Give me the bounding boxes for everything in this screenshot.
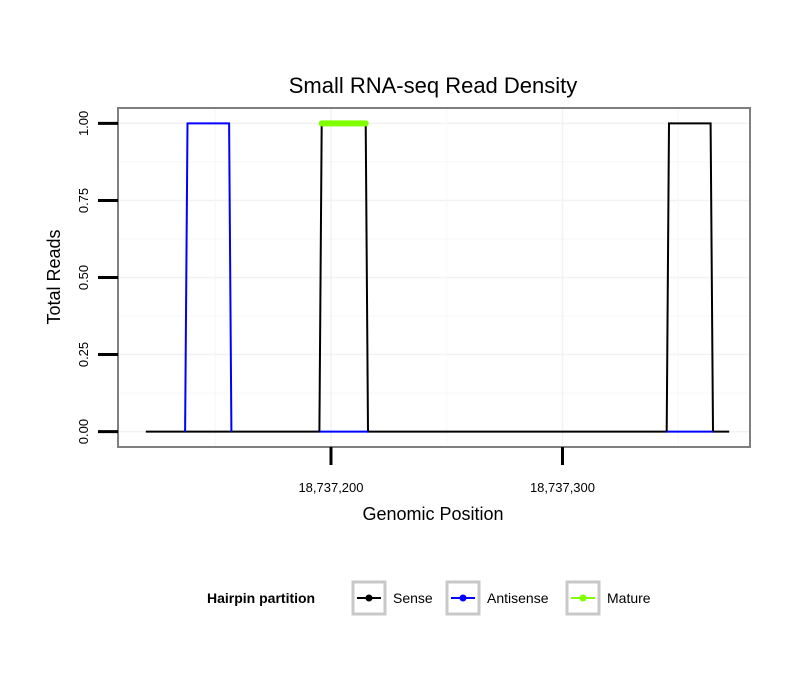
legend-label: Sense xyxy=(393,590,433,606)
legend-label: Antisense xyxy=(487,590,549,606)
legend-key-point xyxy=(365,594,373,602)
x-tick-label: 18,737,300 xyxy=(530,480,595,495)
y-tick-label: 0.75 xyxy=(76,188,91,213)
legend-item-antisense: Antisense xyxy=(445,580,549,616)
y-axis-title: Total Reads xyxy=(44,229,64,324)
legend-item-mature: Mature xyxy=(565,580,651,616)
legend-item-sense: Sense xyxy=(351,580,433,616)
series-line-sense xyxy=(145,122,730,433)
x-axis-title: Genomic Position xyxy=(362,504,503,524)
chart-title: Small RNA-seq Read Density xyxy=(289,73,578,98)
legend-key-point xyxy=(579,594,587,602)
legend-key-point xyxy=(459,594,467,602)
y-tick-label: 1.00 xyxy=(76,111,91,136)
series-line-antisense xyxy=(184,122,233,432)
y-tick-label: 0.25 xyxy=(76,342,91,367)
legend-title: Hairpin partition xyxy=(207,590,315,606)
legend: Hairpin partition Sense Antisense Mature xyxy=(207,580,651,616)
x-tick-label: 18,737,200 xyxy=(298,480,363,495)
legend-label: Mature xyxy=(607,590,651,606)
y-tick-label: 0.00 xyxy=(76,419,91,444)
y-tick-label: 0.50 xyxy=(76,265,91,290)
